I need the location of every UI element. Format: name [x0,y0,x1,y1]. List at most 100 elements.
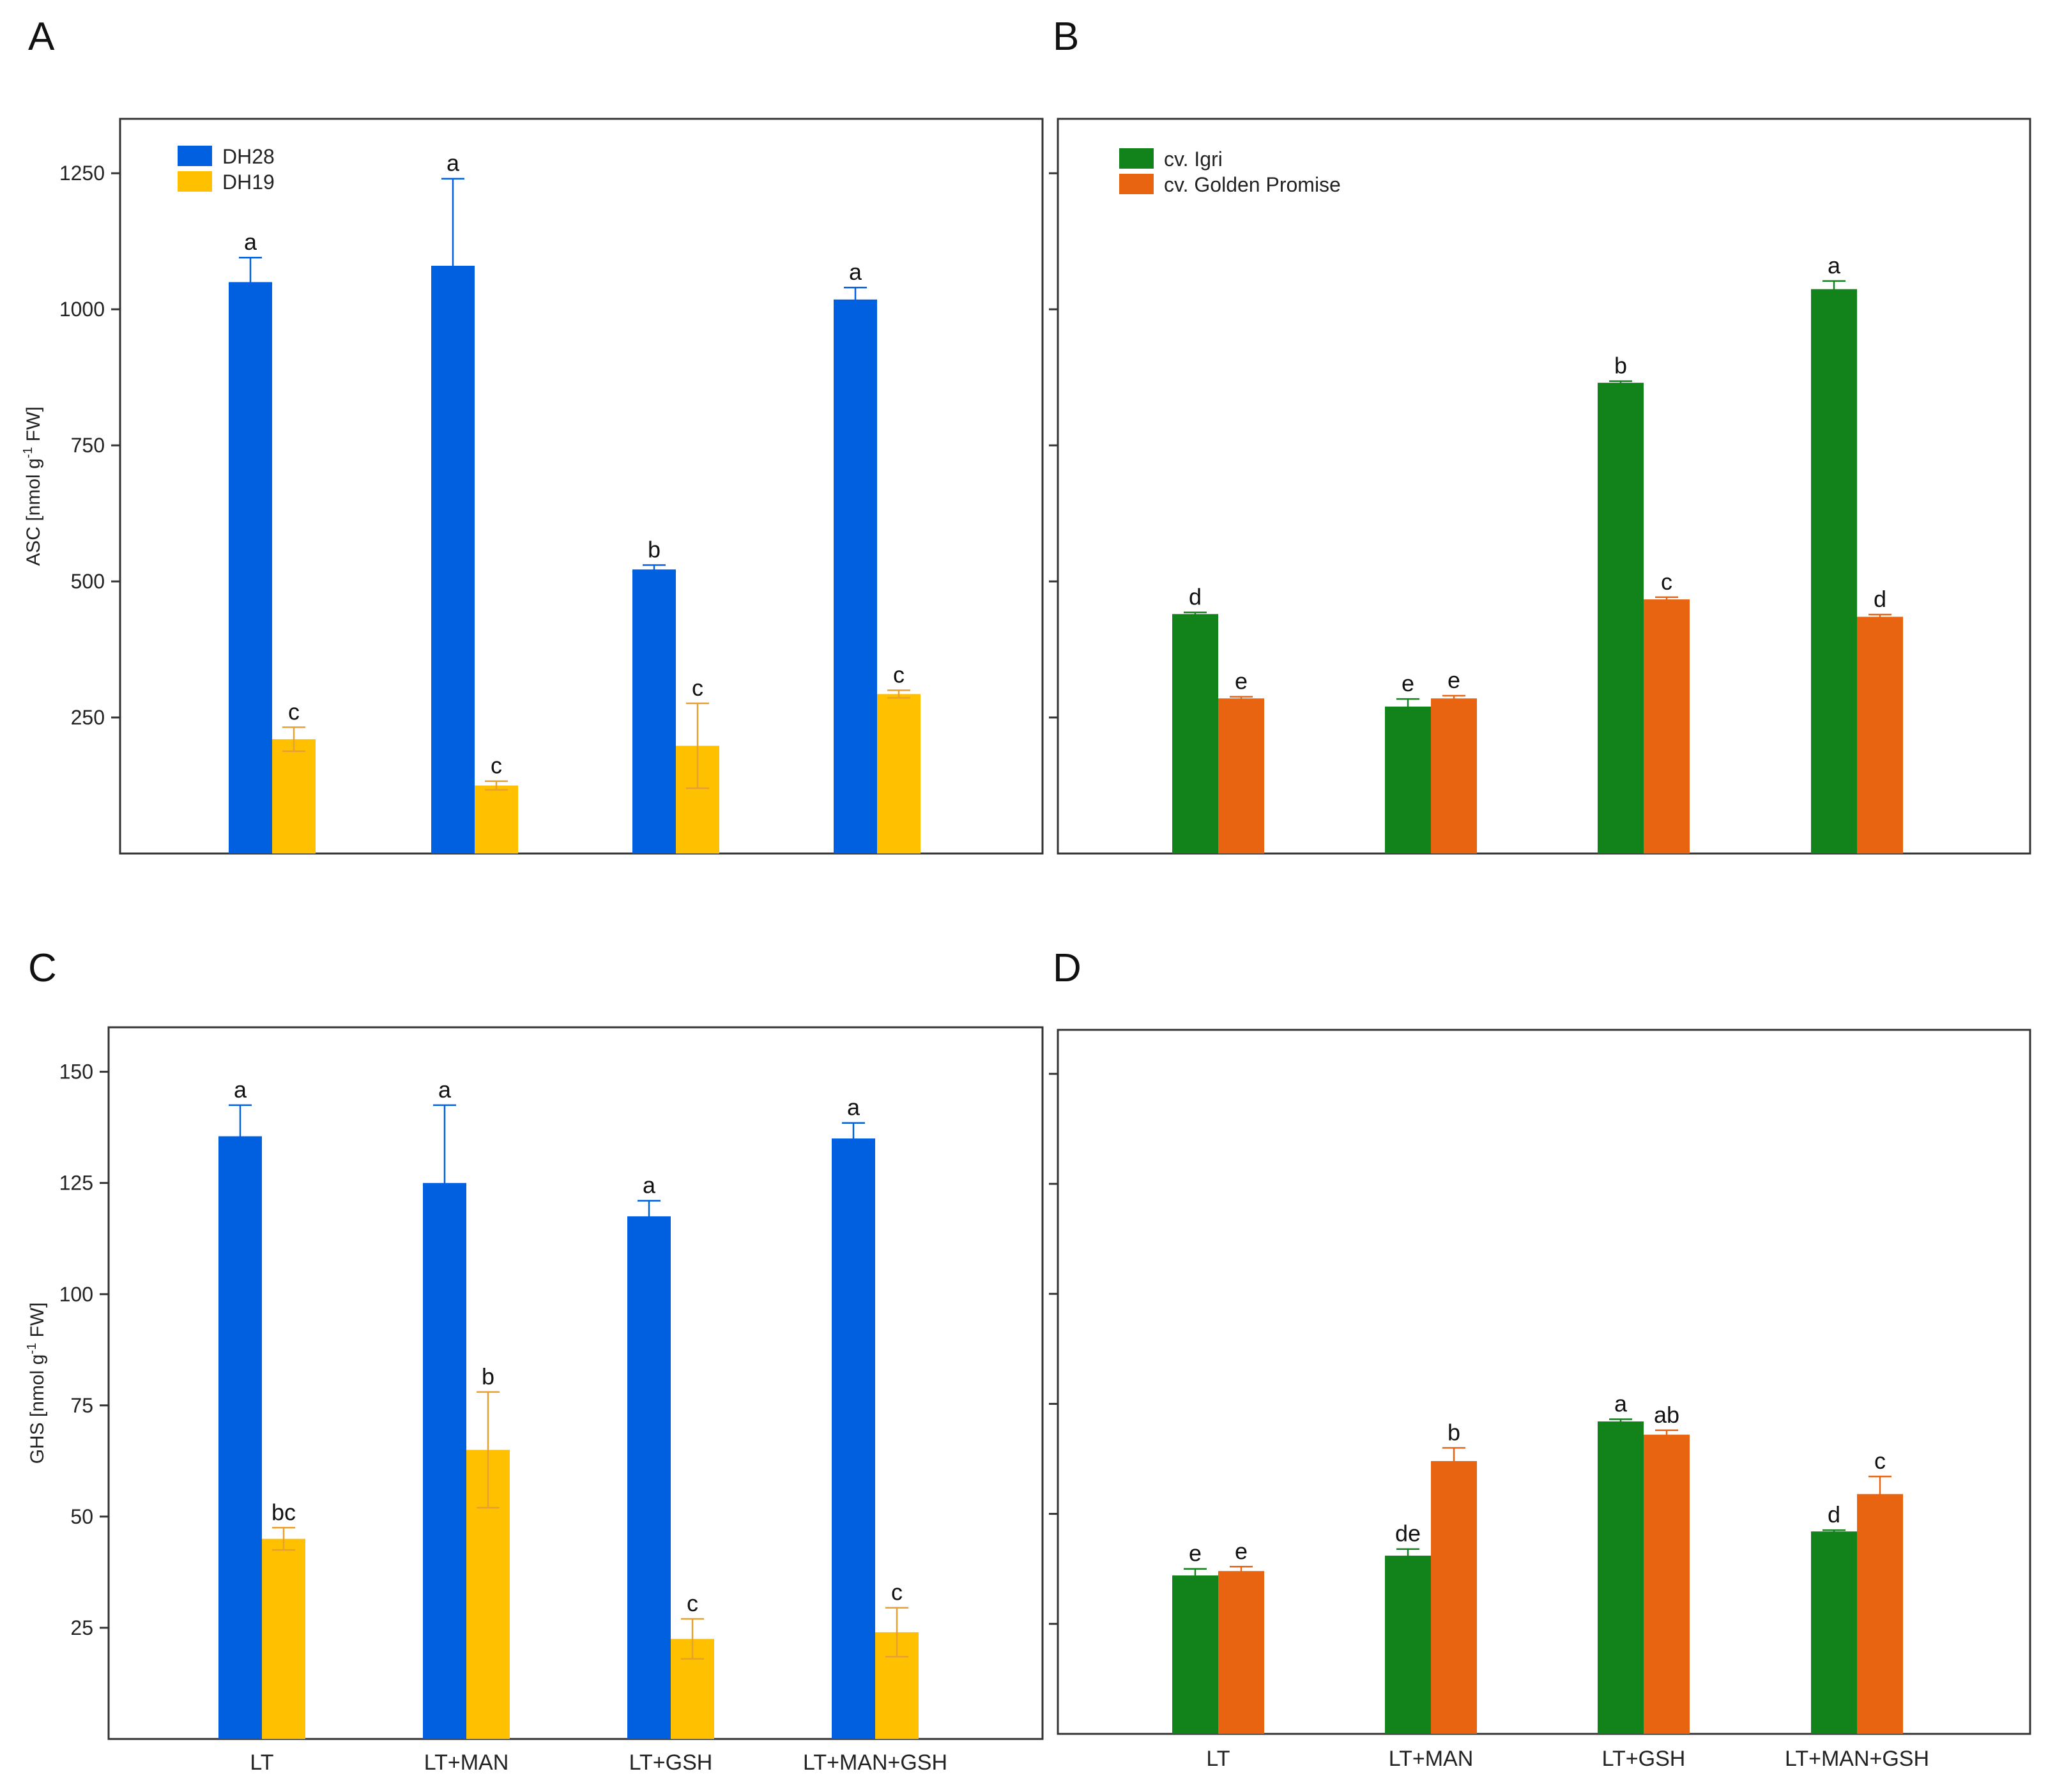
significance-label: e [1402,670,1414,696]
bar-dh19 [877,694,921,854]
x-category-label: LT+MAN+GSH [1785,1747,1929,1771]
bar-dh28 [632,569,676,854]
significance-label: c [1874,1448,1886,1474]
bars-a: a a b a c c c c [229,150,921,854]
bar-cv-golden-promise [1431,1460,1477,1734]
panel-letter-b: B [1053,15,1079,59]
x-category-label: LT [250,1750,273,1775]
y-tick-label: 150 [59,1061,93,1084]
bar-dh28 [423,1183,466,1739]
significance-label: e [1235,668,1248,694]
plot-frame-c [107,1026,1044,1740]
significance-label: ab [1654,1402,1679,1428]
significance-label: b [1614,353,1627,379]
significance-label: d [1874,586,1886,612]
significance-label: a [643,1172,656,1198]
x-category-label: LT+MAN [1389,1747,1474,1771]
bar-dh28 [431,266,475,854]
significance-label: d [1189,584,1202,610]
legend-swatch-dh28 [178,146,212,166]
y-axis-title-a: ASC [nmol g-1 FW] [21,406,44,566]
significance-label: a [234,1076,247,1103]
plot-frame-a [119,118,1044,855]
significance-label: b [1448,1419,1460,1445]
significance-label: c [893,661,905,687]
legend-label-dh19: DH19 [222,171,275,194]
bar-dh28 [229,282,272,854]
y-tick-label: 25 [70,1616,93,1639]
legend-b: cv. Igri cv. Golden Promise [1119,148,1341,196]
x-category-label: LT+MAN+GSH [803,1750,947,1775]
x-category-label: LT+MAN [424,1750,509,1775]
x-categories-c: LT LT+MAN LT+GSH LT+MAN+GSH [250,1750,947,1775]
panel-b: B d e b a e e c d cv. Igri cv. Golden Promise [1049,15,2031,855]
bar-cv-igri [1172,614,1218,854]
significance-label: c [687,1590,698,1616]
y-axis-a: 250 500 750 1000 1250 [59,162,120,729]
y-tick-label: 1250 [59,162,105,185]
x-category-label: LT [1206,1747,1230,1771]
y-tick-label: 50 [70,1505,93,1528]
legend-label-dh28: DH28 [222,145,275,168]
bar-dh28 [218,1136,262,1739]
y-axis-title-c: GHS [nmol g-1 FW] [25,1303,48,1464]
bar-dh19 [272,739,316,854]
panel-c: C 25 50 75 100 125 150 GHS [nmol g-1 FW] a a a a… [25,946,1044,1775]
significance-label: a [447,150,460,176]
significance-label: a [849,259,862,285]
bar-cv-golden-promise [1857,1494,1903,1734]
bar-dh28 [832,1138,875,1739]
significance-label: d [1828,1501,1840,1528]
significance-label: a [244,229,257,255]
bar-cv-igri [1811,289,1857,854]
bar-cv-golden-promise [1218,1571,1264,1734]
plot-frame-b [1057,118,2031,855]
significance-label: bc [271,1499,296,1525]
significance-label: c [692,675,703,701]
bar-cv-igri [1172,1575,1218,1734]
significance-label: e [1189,1540,1202,1566]
panel-letter-c: C [28,946,57,990]
plot-frame-d [1057,1029,2031,1735]
bar-cv-golden-promise [1218,698,1264,854]
bar-cv-golden-promise [1644,599,1690,854]
bar-dh28 [627,1216,671,1739]
bar-cv-igri [1598,1421,1644,1734]
y-tick-label: 500 [71,570,105,593]
significance-label: a [1828,252,1841,279]
significance-label: c [891,1579,903,1605]
x-category-label: LT+GSH [1602,1747,1686,1771]
bar-dh19 [475,785,518,854]
bar-cv-golden-promise [1644,1434,1690,1734]
y-tick-label: 125 [59,1172,93,1195]
bar-cv-igri [1385,1556,1431,1734]
panel-letter-d: D [1053,946,1081,990]
bars-b: d e b a e e c d [1172,252,1903,854]
bar-dh19 [262,1538,305,1739]
y-axis-d [1049,1073,1058,1625]
y-tick-label: 750 [71,434,105,457]
bar-cv-igri [1811,1531,1857,1734]
y-tick-label: 100 [59,1283,93,1306]
legend-label-igri: cv. Igri [1164,148,1223,171]
legend-swatch-igri [1119,148,1154,169]
significance-label: a [438,1076,452,1103]
bar-cv-golden-promise [1857,616,1903,854]
bar-cv-golden-promise [1431,698,1477,854]
significance-label: c [491,753,502,779]
y-axis-c: 25 50 75 100 125 150 [59,1061,109,1639]
y-tick-label: 1000 [59,298,105,321]
significance-label: de [1395,1520,1421,1547]
significance-label: c [288,698,300,724]
significance-label: b [648,537,661,563]
y-tick-label: 250 [71,706,105,729]
bar-cv-igri [1385,707,1431,854]
legend-swatch-golden-promise [1119,174,1154,194]
legend-a: DH28 DH19 [178,145,275,194]
legend-label-golden-promise: cv. Golden Promise [1164,173,1341,196]
